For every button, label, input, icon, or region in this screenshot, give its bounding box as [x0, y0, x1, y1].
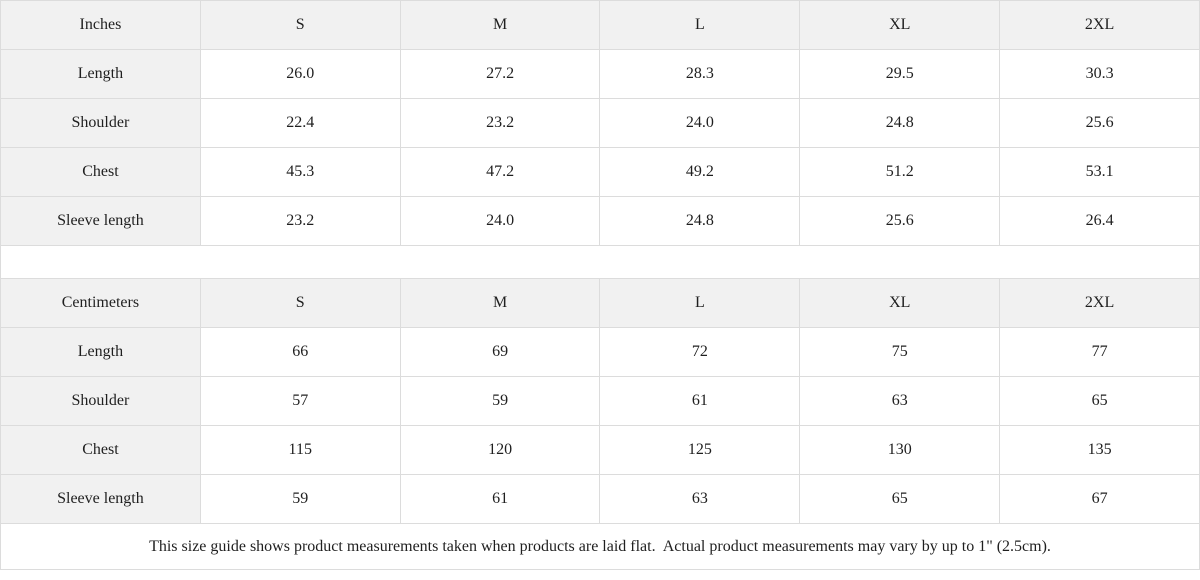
- inches-header-row: Inches S M L XL 2XL: [0, 0, 1200, 50]
- measurement-label-cell: Length: [0, 49, 201, 99]
- value-cell: 75: [799, 327, 1001, 377]
- value-cell: 65: [999, 376, 1200, 426]
- measurement-label-cell: Chest: [0, 425, 201, 475]
- size-header-cell-2xl: 2XL: [999, 0, 1200, 50]
- value-cell: 77: [999, 327, 1200, 377]
- value-cell: 24.0: [399, 196, 601, 246]
- value-cell: 130: [799, 425, 1001, 475]
- value-cell: 24.8: [599, 196, 801, 246]
- size-header-cell-m: M: [399, 278, 601, 328]
- measurement-label-cell: Chest: [0, 147, 201, 197]
- measurement-label-cell: Sleeve length: [0, 196, 201, 246]
- table-row-shoulder: Shoulder 22.4 23.2 24.0 24.8 25.6: [0, 98, 1200, 148]
- table-row-length: Length 66 69 72 75 77: [0, 327, 1200, 377]
- value-cell: 47.2: [399, 147, 601, 197]
- value-cell: 25.6: [999, 98, 1200, 148]
- value-cell: 59: [399, 376, 601, 426]
- table-row-length: Length 26.0 27.2 28.3 29.5 30.3: [0, 49, 1200, 99]
- value-cell: 67: [999, 474, 1200, 524]
- table-row-shoulder: Shoulder 57 59 61 63 65: [0, 376, 1200, 426]
- table-row-sleeve-length: Sleeve length 59 61 63 65 67: [0, 474, 1200, 524]
- value-cell: 49.2: [599, 147, 801, 197]
- table-row-chest: Chest 115 120 125 130 135: [0, 425, 1200, 475]
- unit-header-cell: Inches: [0, 0, 201, 50]
- value-cell: 27.2: [399, 49, 601, 99]
- table-row-chest: Chest 45.3 47.2 49.2 51.2 53.1: [0, 147, 1200, 197]
- size-header-cell-xl: XL: [799, 278, 1001, 328]
- value-cell: 61: [399, 474, 601, 524]
- size-header-cell-s: S: [199, 0, 401, 50]
- value-cell: 59: [199, 474, 401, 524]
- value-cell: 23.2: [199, 196, 401, 246]
- size-guide-note: This size guide shows product measuremen…: [0, 524, 1200, 570]
- value-cell: 69: [399, 327, 601, 377]
- value-cell: 65: [799, 474, 1001, 524]
- centimeters-table: Centimeters S M L XL 2XL Length 66 69 72…: [0, 278, 1200, 524]
- value-cell: 66: [199, 327, 401, 377]
- value-cell: 72: [599, 327, 801, 377]
- value-cell: 51.2: [799, 147, 1001, 197]
- value-cell: 53.1: [999, 147, 1200, 197]
- value-cell: 28.3: [599, 49, 801, 99]
- measurement-label-cell: Length: [0, 327, 201, 377]
- table-separator: [0, 246, 1200, 278]
- table-row-sleeve-length: Sleeve length 23.2 24.0 24.8 25.6 26.4: [0, 196, 1200, 246]
- value-cell: 115: [199, 425, 401, 475]
- value-cell: 45.3: [199, 147, 401, 197]
- value-cell: 29.5: [799, 49, 1001, 99]
- size-header-cell-s: S: [199, 278, 401, 328]
- size-header-cell-l: L: [599, 278, 801, 328]
- size-header-cell-l: L: [599, 0, 801, 50]
- value-cell: 63: [799, 376, 1001, 426]
- value-cell: 135: [999, 425, 1200, 475]
- value-cell: 25.6: [799, 196, 1001, 246]
- value-cell: 26.0: [199, 49, 401, 99]
- value-cell: 61: [599, 376, 801, 426]
- value-cell: 24.8: [799, 98, 1001, 148]
- value-cell: 26.4: [999, 196, 1200, 246]
- inches-table: Inches S M L XL 2XL Length 26.0 27.2 28.…: [0, 0, 1200, 246]
- measurement-label-cell: Sleeve length: [0, 474, 201, 524]
- unit-header-cell: Centimeters: [0, 278, 201, 328]
- value-cell: 24.0: [599, 98, 801, 148]
- size-header-cell-xl: XL: [799, 0, 1001, 50]
- value-cell: 30.3: [999, 49, 1200, 99]
- value-cell: 120: [399, 425, 601, 475]
- measurement-label-cell: Shoulder: [0, 376, 201, 426]
- centimeters-header-row: Centimeters S M L XL 2XL: [0, 278, 1200, 328]
- size-header-cell-2xl: 2XL: [999, 278, 1200, 328]
- value-cell: 57: [199, 376, 401, 426]
- size-header-cell-m: M: [399, 0, 601, 50]
- value-cell: 63: [599, 474, 801, 524]
- value-cell: 125: [599, 425, 801, 475]
- measurement-label-cell: Shoulder: [0, 98, 201, 148]
- value-cell: 22.4: [199, 98, 401, 148]
- value-cell: 23.2: [399, 98, 601, 148]
